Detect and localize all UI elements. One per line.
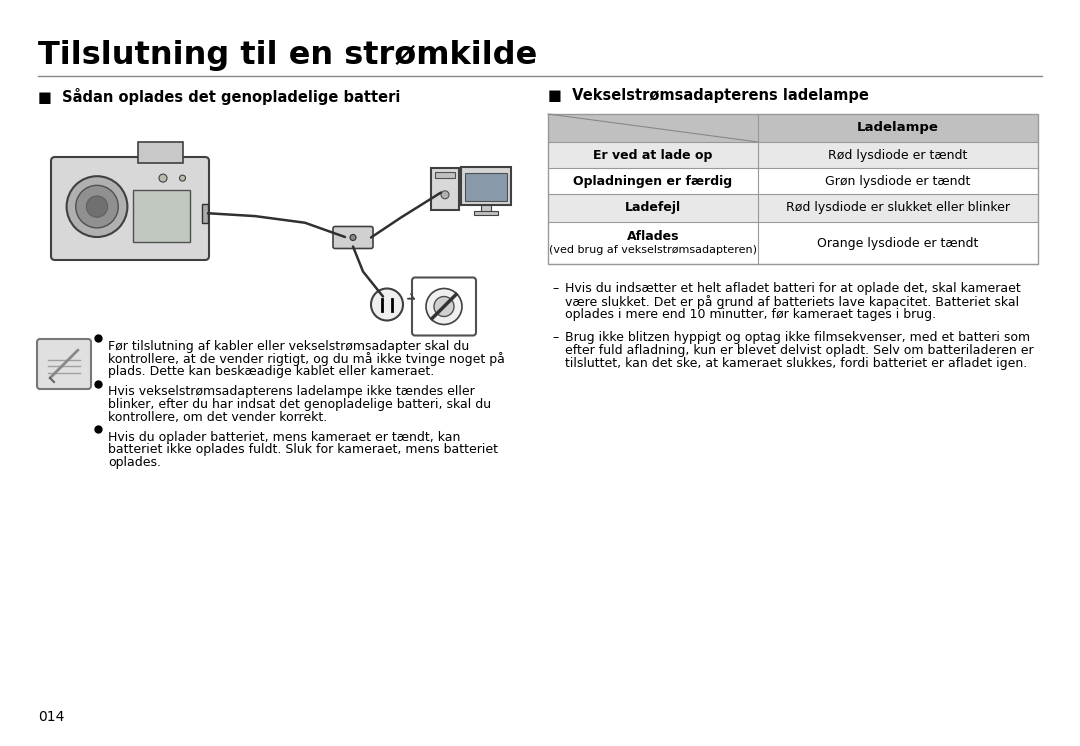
Bar bbox=[465, 172, 507, 201]
Bar bbox=[548, 114, 1038, 142]
Bar bbox=[461, 166, 511, 204]
FancyBboxPatch shape bbox=[51, 157, 210, 260]
Text: Tilslutning til en strømkilde: Tilslutning til en strømkilde bbox=[38, 40, 537, 71]
Bar bbox=[481, 204, 491, 213]
Circle shape bbox=[441, 191, 449, 198]
Text: Rød lysdiode er tændt: Rød lysdiode er tændt bbox=[828, 148, 968, 161]
Text: Hvis du indsætter et helt afladet batteri for at oplade det, skal kameraet: Hvis du indsætter et helt afladet batter… bbox=[565, 282, 1021, 295]
Text: Grøn lysdiode er tændt: Grøn lysdiode er tændt bbox=[825, 175, 971, 187]
Text: Opladningen er færdig: Opladningen er færdig bbox=[573, 175, 732, 187]
Text: –: – bbox=[552, 282, 558, 295]
Text: Er ved at lade op: Er ved at lade op bbox=[593, 148, 713, 161]
Text: tilsluttet, kan det ske, at kameraet slukkes, fordi batteriet er afladet igen.: tilsluttet, kan det ske, at kameraet slu… bbox=[565, 357, 1027, 370]
Text: være slukket. Det er på grund af batteriets lave kapacitet. Batteriet skal: være slukket. Det er på grund af batteri… bbox=[565, 295, 1020, 309]
Text: (ved brug af vekselstrømsadapteren): (ved brug af vekselstrømsadapteren) bbox=[549, 245, 757, 255]
Circle shape bbox=[76, 185, 119, 228]
Bar bbox=[133, 189, 190, 242]
Text: Aflades: Aflades bbox=[626, 230, 679, 242]
Circle shape bbox=[159, 174, 167, 182]
Bar bbox=[137, 142, 183, 163]
FancyBboxPatch shape bbox=[333, 227, 373, 248]
Circle shape bbox=[372, 289, 403, 321]
Text: kontrollere, om det vender korrekt.: kontrollere, om det vender korrekt. bbox=[108, 410, 327, 424]
Text: efter fuld afladning, kun er blevet delvist opladt. Selv om batteriladeren er: efter fuld afladning, kun er blevet delv… bbox=[565, 344, 1034, 357]
Circle shape bbox=[350, 234, 356, 240]
Text: plads. Dette kan beskæadige kablet eller kameraet.: plads. Dette kan beskæadige kablet eller… bbox=[108, 365, 434, 378]
Text: ■  Vekselstrømsadapterens ladelampe: ■ Vekselstrømsadapterens ladelampe bbox=[548, 88, 869, 103]
Bar bbox=[548, 222, 1038, 264]
Bar bbox=[548, 142, 1038, 168]
Text: kontrollere, at de vender rigtigt, og du må ikke tvinge noget på: kontrollere, at de vender rigtigt, og du… bbox=[108, 353, 504, 366]
Bar bbox=[548, 114, 1038, 264]
Circle shape bbox=[67, 176, 127, 237]
Bar bbox=[548, 168, 1038, 194]
FancyBboxPatch shape bbox=[37, 339, 91, 389]
Text: Før tilslutning af kabler eller vekselstrømsadapter skal du: Før tilslutning af kabler eller vekselst… bbox=[108, 340, 469, 353]
Circle shape bbox=[434, 296, 454, 316]
Bar bbox=[202, 204, 208, 223]
Bar bbox=[431, 168, 459, 210]
Text: Ladefejl: Ladefejl bbox=[625, 201, 681, 215]
Circle shape bbox=[426, 289, 462, 325]
Text: oplades.: oplades. bbox=[108, 456, 161, 469]
Text: ■  Sådan oplades det genopladelige batteri: ■ Sådan oplades det genopladelige batter… bbox=[38, 88, 401, 105]
Bar bbox=[435, 172, 455, 178]
Text: oplades i mere end 10 minutter, før kameraet tages i brug.: oplades i mere end 10 minutter, før kame… bbox=[565, 308, 936, 321]
Text: Brug ikke blitzen hyppigt og optag ikke filmsekvenser, med et batteri som: Brug ikke blitzen hyppigt og optag ikke … bbox=[565, 331, 1030, 344]
Text: Hvis vekselstrømsadapterens ladelampe ikke tændes eller: Hvis vekselstrømsadapterens ladelampe ik… bbox=[108, 386, 475, 398]
Text: Ladelampe: Ladelampe bbox=[858, 122, 939, 134]
Text: batteriet ikke oplades fuldt. Sluk for kameraet, mens batteriet: batteriet ikke oplades fuldt. Sluk for k… bbox=[108, 444, 498, 457]
Text: Orange lysdiode er tændt: Orange lysdiode er tændt bbox=[818, 236, 978, 249]
Text: Rød lysdiode er slukket eller blinker: Rød lysdiode er slukket eller blinker bbox=[786, 201, 1010, 215]
Text: –: – bbox=[552, 331, 558, 344]
Text: Hvis du oplader batteriet, mens kameraet er tændt, kan: Hvis du oplader batteriet, mens kameraet… bbox=[108, 431, 460, 444]
Bar bbox=[474, 210, 498, 215]
Text: blinker, efter du har indsat det genopladelige batteri, skal du: blinker, efter du har indsat det genopla… bbox=[108, 398, 491, 411]
FancyBboxPatch shape bbox=[411, 278, 476, 336]
Circle shape bbox=[179, 175, 186, 181]
Text: 014: 014 bbox=[38, 710, 65, 724]
Bar bbox=[548, 194, 1038, 222]
Circle shape bbox=[86, 196, 108, 217]
